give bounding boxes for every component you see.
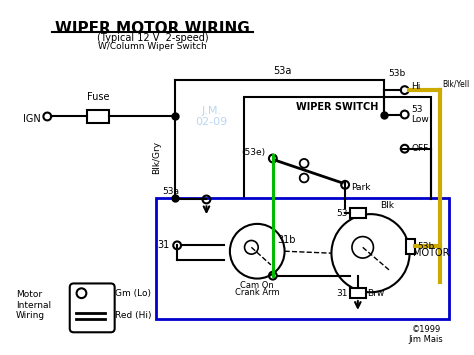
Text: 53a: 53a <box>163 187 180 196</box>
FancyBboxPatch shape <box>155 197 448 318</box>
Text: Low: Low <box>411 115 429 124</box>
Text: WIPER SWITCH: WIPER SWITCH <box>296 102 379 112</box>
Text: 53: 53 <box>411 105 423 114</box>
Text: Fuse: Fuse <box>87 92 109 102</box>
Text: Hi: Hi <box>411 82 421 91</box>
Text: 53b: 53b <box>388 69 405 78</box>
Text: (Typical 12 V  2-speed): (Typical 12 V 2-speed) <box>97 33 209 43</box>
Text: Gm (Lo): Gm (Lo) <box>115 289 151 298</box>
Text: Blk: Blk <box>380 201 394 211</box>
Text: Red (Hi): Red (Hi) <box>115 311 151 320</box>
Text: ©1999
Jim Mais: ©1999 Jim Mais <box>409 324 444 344</box>
FancyBboxPatch shape <box>70 283 115 332</box>
FancyBboxPatch shape <box>350 208 365 218</box>
Text: 53: 53 <box>337 209 348 218</box>
FancyBboxPatch shape <box>87 110 109 123</box>
Text: MOTOR: MOTOR <box>412 248 449 258</box>
Text: IGN: IGN <box>23 114 41 124</box>
Text: 53b: 53b <box>418 242 435 251</box>
Text: Blk/Gry: Blk/Gry <box>153 141 162 174</box>
Text: Park: Park <box>351 183 371 192</box>
Text: Cam On: Cam On <box>240 282 274 290</box>
FancyBboxPatch shape <box>244 97 431 204</box>
Text: Crank Arm: Crank Arm <box>235 288 280 297</box>
FancyBboxPatch shape <box>350 288 365 298</box>
Text: Brw: Brw <box>367 289 385 298</box>
Text: 31: 31 <box>157 240 169 250</box>
Text: OFF: OFF <box>411 144 429 153</box>
FancyBboxPatch shape <box>406 239 415 254</box>
Text: J.M.
02-09: J.M. 02-09 <box>195 106 228 127</box>
Text: 53a: 53a <box>273 66 292 76</box>
Text: W/Column Wiper Switch: W/Column Wiper Switch <box>99 42 207 51</box>
Text: (53e): (53e) <box>241 148 265 157</box>
Text: 31: 31 <box>337 289 348 298</box>
Text: Blk/Yell: Blk/Yell <box>442 80 469 89</box>
Text: WIPER MOTOR WIRING: WIPER MOTOR WIRING <box>55 21 250 36</box>
Text: 31b: 31b <box>278 235 296 246</box>
Text: Motor
Internal
Wiring: Motor Internal Wiring <box>16 290 51 320</box>
